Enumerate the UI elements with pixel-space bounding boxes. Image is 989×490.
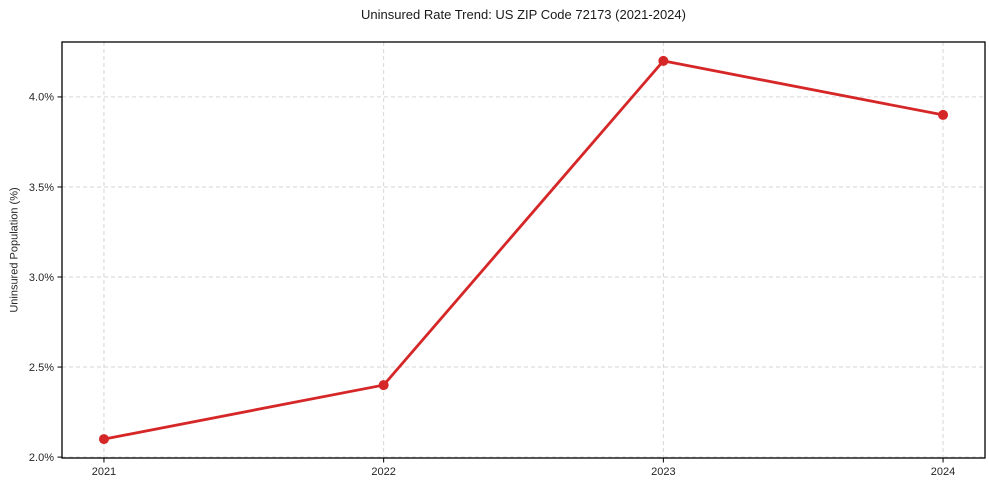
x-tick-label: 2023: [651, 466, 675, 478]
x-tick-label: 2022: [371, 466, 395, 478]
y-tick-label: 2.0%: [29, 452, 54, 464]
y-tick-label: 3.0%: [29, 272, 54, 284]
x-tick-label: 2021: [92, 466, 116, 478]
y-tick-label: 3.5%: [29, 182, 54, 194]
data-point-marker: [658, 55, 669, 66]
plot-border: [61, 41, 986, 459]
y-tick-label: 4.0%: [29, 92, 54, 104]
data-point-marker: [98, 434, 109, 445]
data-point-marker: [938, 109, 949, 120]
y-tick-label: 2.5%: [29, 362, 54, 374]
data-point-marker: [378, 380, 389, 391]
trend-line: [102, 59, 945, 441]
x-tick-label: 2024: [931, 466, 955, 478]
chart-title: Uninsured Rate Trend: US ZIP Code 72173 …: [361, 7, 686, 22]
